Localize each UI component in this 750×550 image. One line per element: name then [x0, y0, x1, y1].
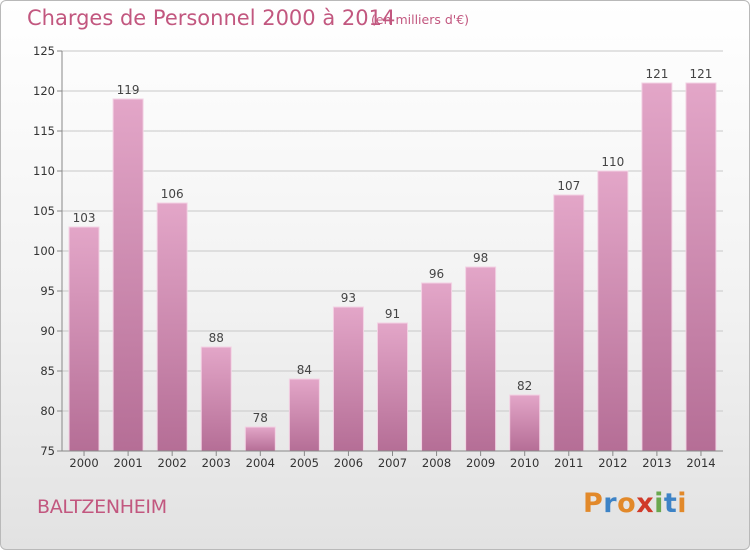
bar [377, 322, 408, 452]
y-tick-label: 110 [33, 164, 55, 178]
bar [200, 346, 232, 452]
x-tick-label: 2005 [290, 456, 319, 470]
bar [641, 82, 673, 452]
data-label: 103 [73, 211, 96, 225]
bar [244, 426, 276, 452]
x-tick-label: 2001 [113, 456, 142, 470]
data-label: 121 [690, 67, 713, 81]
bar [288, 378, 320, 452]
data-label: 88 [209, 331, 224, 345]
data-label: 121 [645, 67, 668, 81]
x-tick-label: 2010 [510, 456, 539, 470]
data-label: 98 [473, 251, 488, 265]
bar [112, 98, 144, 452]
x-tick-label: 2000 [69, 456, 98, 470]
logo-letter: t [663, 488, 678, 519]
bar [332, 306, 364, 452]
bar [553, 194, 585, 452]
logo-letter: i [654, 488, 664, 519]
x-tick-label: 2003 [202, 456, 231, 470]
logo-letter: i [677, 488, 688, 519]
commune-name: BALTZENHEIM [37, 496, 167, 518]
x-tick-label: 2007 [378, 456, 407, 470]
y-tick-label: 105 [33, 204, 55, 218]
y-tick-label: 120 [33, 84, 55, 98]
data-label: 110 [601, 155, 624, 169]
logo-letter: o [617, 488, 637, 519]
data-label: 119 [117, 83, 140, 97]
x-tick-label: 2004 [246, 456, 275, 470]
y-tick-label: 115 [33, 124, 55, 138]
logo-letter: x [636, 488, 655, 519]
bar [465, 266, 497, 452]
x-tick-label: 2014 [686, 456, 715, 470]
data-label: 93 [341, 291, 356, 305]
data-label: 107 [557, 179, 580, 193]
y-tick-label: 95 [40, 284, 55, 298]
data-label: 84 [297, 363, 312, 377]
data-label: 91 [385, 307, 400, 321]
y-tick-label: 90 [40, 324, 55, 338]
data-label: 96 [429, 267, 444, 281]
logo-letter: r [603, 488, 618, 519]
x-tick-label: 2012 [598, 456, 627, 470]
chart-title: Charges de Personnel 2000 à 2014 [27, 6, 396, 30]
x-tick-label: 2006 [334, 456, 363, 470]
bar [68, 226, 100, 452]
y-tick-label: 125 [33, 44, 55, 58]
data-label: 106 [161, 187, 184, 201]
bar [509, 394, 541, 452]
y-tick-label: 75 [40, 444, 55, 458]
y-tick-label: 100 [33, 244, 55, 258]
x-tick-label: 2008 [422, 456, 451, 470]
y-tick-label: 80 [40, 404, 55, 418]
y-tick-label: 85 [40, 364, 55, 378]
bar [685, 82, 717, 452]
bar [421, 282, 453, 452]
x-tick-label: 2011 [554, 456, 583, 470]
data-label: 82 [517, 379, 532, 393]
x-tick-label: 2002 [158, 456, 187, 470]
chart-subtitle: (en milliers d'€) [371, 12, 470, 27]
x-tick-label: 2013 [642, 456, 671, 470]
logo-letter: P [583, 488, 604, 519]
x-tick-label: 2009 [466, 456, 495, 470]
data-label: 78 [253, 411, 268, 425]
proxiti-logo: Proxiti [583, 488, 687, 519]
bar [597, 170, 629, 452]
bar [156, 202, 188, 452]
